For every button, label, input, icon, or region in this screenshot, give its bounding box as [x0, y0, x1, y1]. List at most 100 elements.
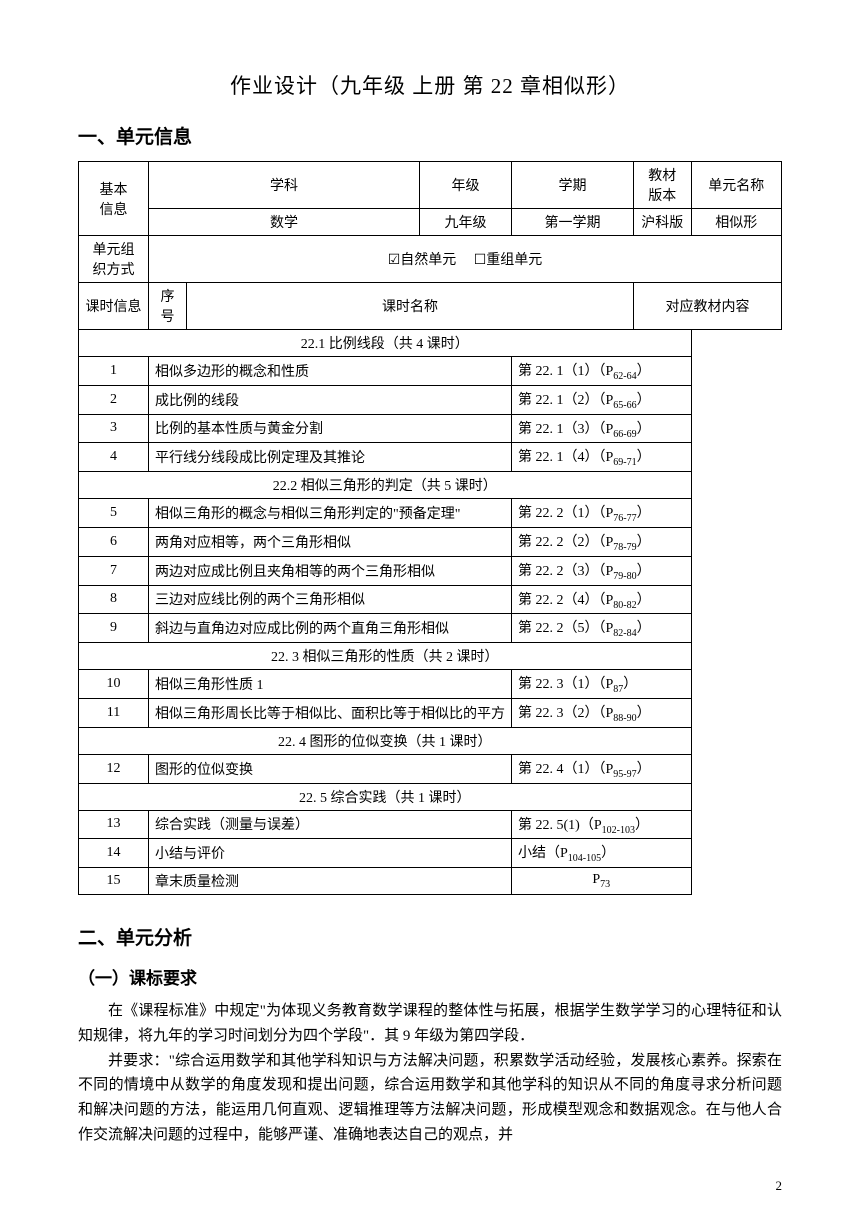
- lesson-row: 7两边对应成比例且夹角相等的两个三角形相似第 22. 2（3）（P79-80）: [79, 556, 782, 585]
- lesson-seq: 11: [79, 698, 149, 727]
- page-number: 2: [776, 1178, 783, 1194]
- paragraph-1: 在《课程标准》中规定"为体现义务教育数学课程的整体性与拓展，根据学生数学学习的心…: [78, 999, 782, 1049]
- lesson-row: 11相似三角形周长比等于相似比、面积比等于相似比的平方第 22. 3（2）（P8…: [79, 698, 782, 727]
- lesson-seq: 9: [79, 614, 149, 643]
- lesson-name: 相似多边形的概念和性质: [149, 357, 512, 386]
- lesson-name: 相似三角形的概念与相似三角形判定的"预备定理": [149, 499, 512, 528]
- lesson-seq: 12: [79, 754, 149, 783]
- lesson-name: 相似三角形性质 1: [149, 670, 512, 699]
- lesson-material: 第 22. 2（2）（P78-79）: [512, 527, 692, 556]
- basic-info-values-row: 数学 九年级 第一学期 沪科版 相似形: [79, 209, 782, 236]
- unit-info-table-wrap: 基本 信息 学科 年级 学期 教材 版本 单元名称 数学 九年级 第一学期 沪科…: [78, 161, 782, 895]
- lesson-material: 第 22. 2（3）（P79-80）: [512, 556, 692, 585]
- org-label: 单元组 织方式: [79, 236, 149, 283]
- version-value: 沪科版: [634, 209, 692, 236]
- lesson-row: 15章末质量检测P73: [79, 868, 782, 895]
- lesson-row: 4平行线分线段成比例定理及其推论第 22. 1（4）（P69-71）: [79, 443, 782, 472]
- lesson-seq: 1: [79, 357, 149, 386]
- lesson-section-title: 22.2 相似三角形的判定（共 5 课时）: [79, 472, 692, 499]
- lesson-seq: 6: [79, 527, 149, 556]
- lesson-seq: 14: [79, 839, 149, 868]
- basic-info-label: 基本 信息: [79, 162, 149, 236]
- subject-value: 数学: [149, 209, 420, 236]
- lesson-section-title: 22.1 比例线段（共 4 课时）: [79, 330, 692, 357]
- lesson-seq: 2: [79, 385, 149, 414]
- lesson-seq: 3: [79, 414, 149, 443]
- section-1-heading: 一、单元信息: [78, 122, 782, 149]
- lesson-row: 8三边对应线比例的两个三角形相似第 22. 2（4）（P80-82）: [79, 585, 782, 614]
- seq-header: 序号: [149, 283, 187, 330]
- grade-value: 九年级: [420, 209, 512, 236]
- lesson-name: 小结与评价: [149, 839, 512, 868]
- lesson-material: 第 22. 3（2）（P88-90）: [512, 698, 692, 727]
- lesson-row: 1相似多边形的概念和性质第 22. 1（1）（P62-64）: [79, 357, 782, 386]
- lesson-row: 6两角对应相等，两个三角形相似第 22. 2（2）（P78-79）: [79, 527, 782, 556]
- subsection-heading: （一）课标要求: [78, 964, 782, 989]
- grade-header: 年级: [420, 162, 512, 209]
- lesson-seq: 13: [79, 810, 149, 839]
- lesson-row: 12图形的位似变换第 22. 4（1）（P95-97）: [79, 754, 782, 783]
- lesson-material: 第 22. 1（2）（P65-66）: [512, 385, 692, 414]
- lesson-section-header: 22.2 相似三角形的判定（共 5 课时）: [79, 472, 782, 499]
- version-header: 教材 版本: [634, 162, 692, 209]
- lesson-name: 相似三角形周长比等于相似比、面积比等于相似比的平方: [149, 698, 512, 727]
- org-options: ☑自然单元 ☐重组单元: [149, 236, 782, 283]
- org-opt-reorg: ☐重组单元: [474, 253, 543, 268]
- lesson-seq: 8: [79, 585, 149, 614]
- lesson-section-title: 22. 5 综合实践（共 1 课时）: [79, 783, 692, 810]
- lesson-material: 第 22. 1（1）（P62-64）: [512, 357, 692, 386]
- lesson-material: 第 22. 1（4）（P69-71）: [512, 443, 692, 472]
- lesson-info-label: 课时信息: [79, 283, 149, 330]
- org-opt-natural: ☑自然单元: [388, 253, 457, 268]
- lesson-name: 三边对应线比例的两个三角形相似: [149, 585, 512, 614]
- lesson-name: 综合实践（测量与误差）: [149, 810, 512, 839]
- lesson-row: 9斜边与直角边对应成比例的两个直角三角形相似第 22. 2（5）（P82-84）: [79, 614, 782, 643]
- lesson-name: 平行线分线段成比例定理及其推论: [149, 443, 512, 472]
- lesson-name: 成比例的线段: [149, 385, 512, 414]
- lesson-row: 5相似三角形的概念与相似三角形判定的"预备定理"第 22. 2（1）（P76-7…: [79, 499, 782, 528]
- lesson-name: 章末质量检测: [149, 868, 512, 895]
- lesson-row: 10相似三角形性质 1第 22. 3（1）（P87）: [79, 670, 782, 699]
- lesson-seq: 15: [79, 868, 149, 895]
- lesson-material: 第 22. 1（3）（P66-69）: [512, 414, 692, 443]
- lesson-name: 斜边与直角边对应成比例的两个直角三角形相似: [149, 614, 512, 643]
- lessonname-header: 课时名称: [187, 283, 634, 330]
- lesson-material: 第 22. 4（1）（P95-97）: [512, 754, 692, 783]
- paragraph-2: 并要求："综合运用数学和其他学科知识与方法解决问题，积累数学活动经验，发展核心素…: [78, 1049, 782, 1148]
- lesson-name: 两边对应成比例且夹角相等的两个三角形相似: [149, 556, 512, 585]
- lesson-row: 14小结与评价小结（P104-105）: [79, 839, 782, 868]
- semester-header: 学期: [512, 162, 634, 209]
- lesson-row: 2成比例的线段第 22. 1（2）（P65-66）: [79, 385, 782, 414]
- org-row: 单元组 织方式 ☑自然单元 ☐重组单元: [79, 236, 782, 283]
- lesson-section-header: 22. 4 图形的位似变换（共 1 课时）: [79, 727, 782, 754]
- unitname-value: 相似形: [691, 209, 781, 236]
- unit-info-table: 基本 信息 学科 年级 学期 教材 版本 单元名称 数学 九年级 第一学期 沪科…: [78, 161, 782, 895]
- section-2-heading: 二、单元分析: [78, 923, 782, 950]
- lesson-header-row: 课时信息 序号 课时名称 对应教材内容: [79, 283, 782, 330]
- material-header: 对应教材内容: [634, 283, 782, 330]
- lesson-section-header: 22.1 比例线段（共 4 课时）: [79, 330, 782, 357]
- lesson-name: 图形的位似变换: [149, 754, 512, 783]
- page-title: 作业设计（九年级 上册 第 22 章相似形）: [78, 70, 782, 100]
- unitname-header: 单元名称: [691, 162, 781, 209]
- lesson-row: 3比例的基本性质与黄金分割第 22. 1（3）（P66-69）: [79, 414, 782, 443]
- lesson-material: 第 22. 2（4）（P80-82）: [512, 585, 692, 614]
- lesson-seq: 4: [79, 443, 149, 472]
- lesson-material: 第 22. 2（1）（P76-77）: [512, 499, 692, 528]
- lesson-row: 13综合实践（测量与误差）第 22. 5(1)（P102-103）: [79, 810, 782, 839]
- lesson-material: 小结（P104-105）: [512, 839, 692, 868]
- lesson-section-title: 22. 4 图形的位似变换（共 1 课时）: [79, 727, 692, 754]
- lesson-name: 两角对应相等，两个三角形相似: [149, 527, 512, 556]
- subject-header: 学科: [149, 162, 420, 209]
- lesson-section-header: 22. 3 相似三角形的性质（共 2 课时）: [79, 643, 782, 670]
- basic-info-header-row: 基本 信息 学科 年级 学期 教材 版本 单元名称: [79, 162, 782, 209]
- lesson-section-title: 22. 3 相似三角形的性质（共 2 课时）: [79, 643, 692, 670]
- lesson-seq: 5: [79, 499, 149, 528]
- semester-value: 第一学期: [512, 209, 634, 236]
- lesson-material: 第 22. 3（1）（P87）: [512, 670, 692, 699]
- lesson-section-header: 22. 5 综合实践（共 1 课时）: [79, 783, 782, 810]
- lesson-material: 第 22. 2（5）（P82-84）: [512, 614, 692, 643]
- lesson-name: 比例的基本性质与黄金分割: [149, 414, 512, 443]
- lesson-material: 第 22. 5(1)（P102-103）: [512, 810, 692, 839]
- lesson-seq: 10: [79, 670, 149, 699]
